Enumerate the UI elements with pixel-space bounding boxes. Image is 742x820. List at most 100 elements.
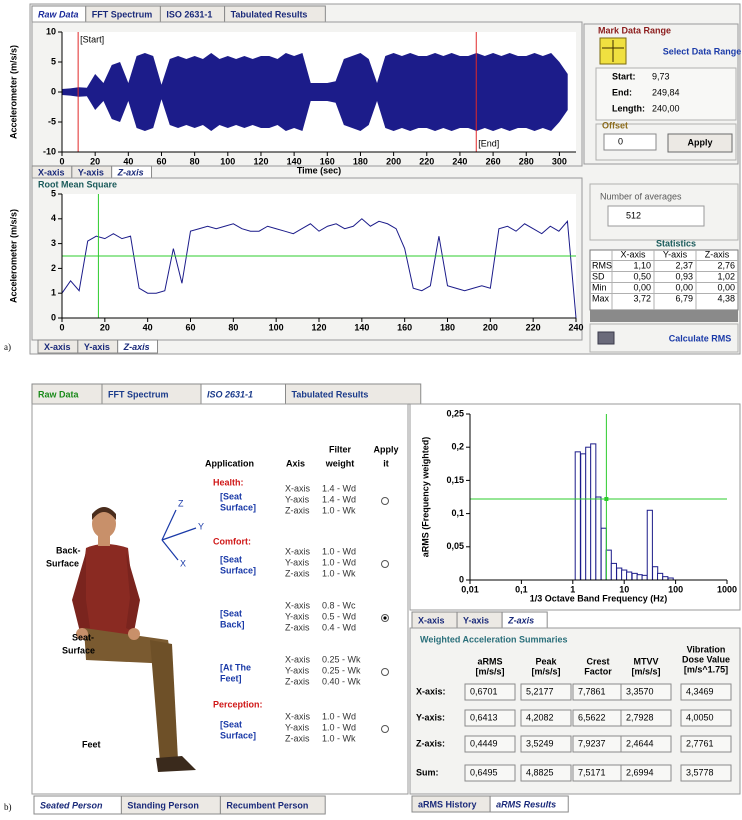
summary-value: 3,5249 — [526, 738, 554, 748]
tab-label[interactable]: Tabulated Results — [231, 9, 308, 19]
summary-header: [m/s/s] — [531, 666, 560, 676]
summary-header: Crest — [586, 656, 609, 666]
averages-input[interactable] — [608, 206, 704, 226]
y-tick-label: 1 — [51, 288, 56, 298]
y-tick-label: 4 — [51, 213, 56, 223]
offset-input[interactable] — [604, 134, 656, 150]
tab-label[interactable]: Raw Data — [38, 389, 80, 399]
x-tick-label: 60 — [185, 322, 195, 332]
select-range-button[interactable]: Select Data Range — [663, 46, 742, 56]
location: Feet] — [220, 673, 242, 683]
field-value: 9,73 — [652, 71, 670, 81]
radio[interactable] — [382, 498, 389, 505]
tab-label[interactable]: Recumbent Person — [226, 800, 308, 810]
x-tick-label: 200 — [386, 156, 401, 166]
weight: 1.0 - Wk — [322, 505, 356, 515]
weight: 0.4 - Wd — [322, 622, 356, 632]
tab-label[interactable]: X-axis — [418, 615, 445, 625]
radio[interactable] — [382, 669, 389, 676]
tab-label[interactable]: aRMS Results — [496, 799, 556, 809]
location: Surface] — [220, 565, 256, 575]
figure-label: Surface — [46, 558, 79, 568]
tab-label[interactable]: Z-axis — [507, 615, 534, 625]
axis-name: Y-axis — [285, 611, 310, 621]
axis-name: X-axis — [285, 600, 311, 610]
tab-label[interactable]: X-axis — [44, 342, 71, 352]
tab-label[interactable]: Tabulated Results — [292, 389, 369, 399]
radio-dot[interactable] — [383, 616, 386, 619]
axis-name: Y-axis — [285, 494, 310, 504]
tab-label[interactable]: Z-axis — [117, 167, 144, 177]
field-label: Start: — [612, 71, 636, 81]
figure-label: Seat- — [72, 632, 94, 642]
figure-label: Back- — [56, 545, 81, 555]
radio[interactable] — [382, 561, 389, 568]
tab-label[interactable]: Y-axis — [78, 167, 104, 177]
stat-cell: 0,00 — [717, 282, 735, 292]
location: [At The — [220, 662, 251, 672]
tab-label[interactable]: aRMS History — [418, 799, 477, 809]
weight: 0.8 - Wc — [322, 600, 356, 610]
y-tick-label: 5 — [51, 56, 56, 66]
calc-rms-button[interactable]: Calculate RMS — [669, 333, 732, 343]
tab-label[interactable]: Y-axis — [84, 342, 110, 352]
cursor-point — [604, 497, 608, 501]
stat-cell: SD — [592, 271, 605, 281]
band-bar — [653, 567, 658, 580]
tab-label[interactable]: Seated Person — [40, 800, 103, 810]
x-tick-label: 0,01 — [461, 584, 479, 594]
tab-label[interactable]: FFT Spectrum — [92, 9, 153, 19]
summary-value: 0,4449 — [470, 738, 498, 748]
x-tick-label: 80 — [228, 322, 238, 332]
x-tick-label: 20 — [100, 322, 110, 332]
stat-cell: 2,37 — [675, 260, 693, 270]
tab-label[interactable]: Raw Data — [38, 9, 79, 19]
x-tick-label: 100 — [668, 584, 683, 594]
axis-letter: Y — [198, 521, 204, 531]
stat-cell: 4,38 — [717, 293, 735, 303]
stat-header: Z-axis — [705, 249, 730, 259]
x-tick-label: 0 — [59, 322, 64, 332]
x-tick-label: 100 — [269, 322, 284, 332]
x-tick-label: 160 — [397, 322, 412, 332]
tab-label[interactable]: ISO 2631-1 — [166, 9, 212, 19]
y-tick-label: 10 — [46, 26, 56, 36]
x-tick-label: 220 — [419, 156, 434, 166]
tab-label[interactable]: Y-axis — [463, 615, 489, 625]
y-axis-label: aRMS (Frequency weighted) — [420, 437, 430, 558]
offset-value[interactable]: 0 — [618, 136, 623, 146]
row-label: Y-axis: — [416, 712, 445, 722]
offset-label: Offset — [602, 120, 628, 130]
stat-cell: 1,10 — [633, 260, 651, 270]
x-tick-label: 240 — [452, 156, 467, 166]
summary-value: 4,8825 — [526, 767, 554, 777]
location: [Seat — [220, 608, 242, 618]
radio[interactable] — [382, 726, 389, 733]
band-bar — [611, 563, 616, 580]
y-tick-label: 0,2 — [451, 442, 464, 452]
weight: 1.4 - Wd — [322, 483, 356, 493]
apply-label[interactable]: Apply — [687, 137, 712, 147]
band-bar — [632, 573, 637, 580]
summary-value: 4,0050 — [686, 712, 714, 722]
band-bar — [658, 573, 663, 580]
location: Back] — [220, 619, 245, 629]
averages-value[interactable]: 512 — [626, 210, 641, 220]
x-axis-label: Time (sec) — [297, 165, 341, 175]
x-tick-label: 200 — [483, 322, 498, 332]
tab-label[interactable]: X-axis — [38, 167, 65, 177]
field-value: 249,84 — [652, 87, 680, 97]
tab-label[interactable]: ISO 2631-1 — [207, 389, 253, 399]
band-bar — [627, 572, 632, 580]
y-axis-label: Accelerometer (m/s/s) — [8, 209, 18, 303]
tab-label[interactable]: Standing Person — [127, 800, 199, 810]
summary-value: 4,3469 — [686, 686, 714, 696]
tab-label[interactable]: FFT Spectrum — [108, 389, 169, 399]
calculator-icon[interactable] — [598, 332, 614, 344]
axis-name: Y-axis — [285, 722, 310, 732]
stat-cell: 6,79 — [675, 293, 693, 303]
stat-cell: 0,00 — [633, 282, 651, 292]
tab-label[interactable]: Z-axis — [123, 342, 150, 352]
axis-name: X-axis — [285, 546, 311, 556]
header: Apply — [373, 444, 398, 454]
